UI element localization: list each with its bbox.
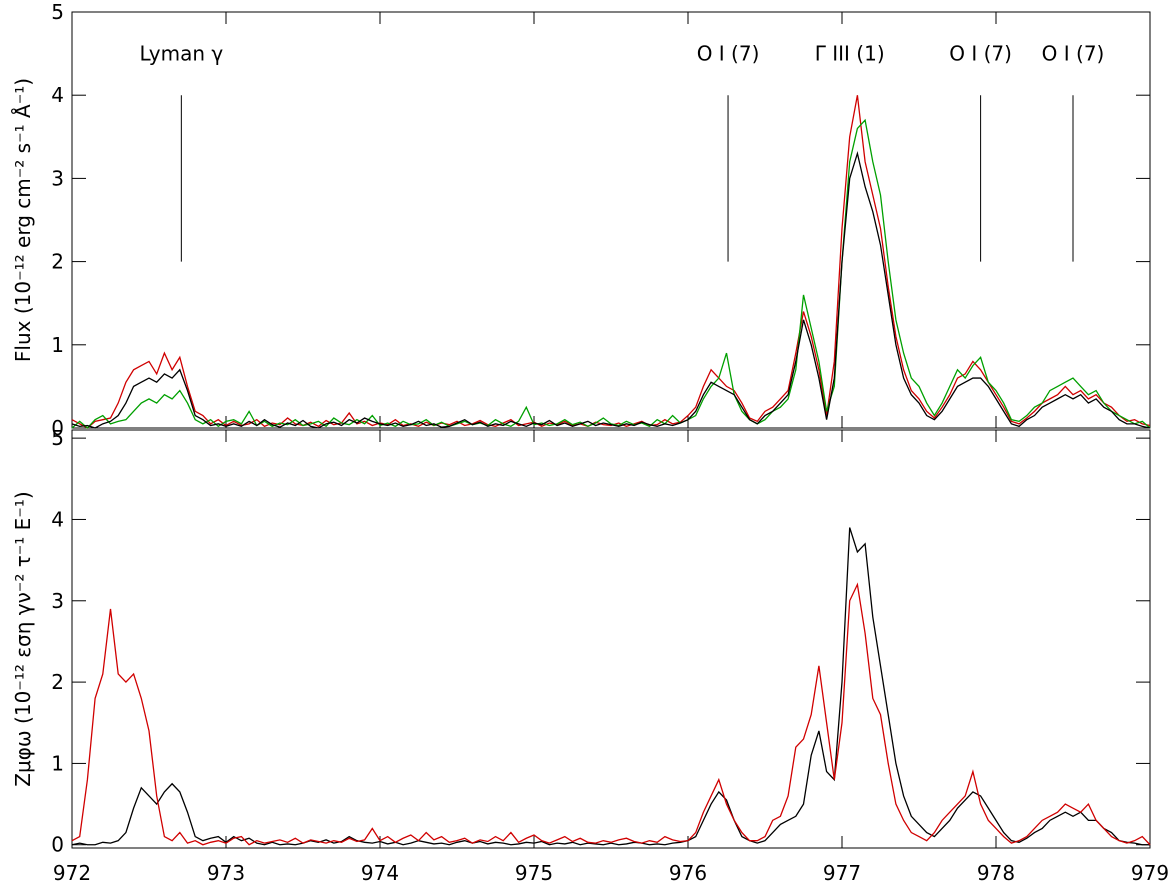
y-tick-label: 1 (51, 751, 64, 775)
annotation: Lyman γ (139, 42, 223, 66)
y-tick-label: 2 (51, 670, 64, 694)
x-tick-label: 972 (53, 861, 91, 885)
y-tick-label: 3 (51, 166, 64, 190)
x-tick-label: 977 (823, 861, 861, 885)
y-tick-label: 1 (51, 333, 64, 357)
x-tick-label: 979 (1131, 861, 1168, 885)
y-tick-label: 4 (51, 83, 64, 107)
spectrum-line (71, 527, 1150, 846)
y-axis-label: Zμφω (10⁻¹² εση γν⁻² τ⁻¹ Ε⁻¹) (11, 491, 35, 786)
y-tick-label: 2 (51, 250, 64, 274)
annotation: Γ III (1) (815, 42, 885, 66)
spectrum-line (71, 582, 1151, 846)
y-tick-label: 0 (51, 833, 64, 857)
spectrum-line (71, 95, 1151, 429)
x-tick-label: 975 (515, 861, 553, 885)
annotation: O I (7) (949, 42, 1012, 66)
y-tick-label: 3 (51, 589, 64, 613)
x-tick-label: 974 (361, 861, 399, 885)
plot-frame (71, 11, 1151, 429)
annotation: O I (7) (697, 42, 760, 66)
y-tick-label: 5 (51, 0, 64, 24)
x-tick-label: 973 (207, 861, 245, 885)
spectrum-line (71, 150, 1151, 429)
y-tick-label: 4 (51, 507, 64, 531)
y-tick-label: 0 (51, 416, 64, 440)
x-tick-label: 976 (669, 861, 707, 885)
y-axis-label: Flux (10⁻¹² erg cm⁻² s⁻¹ Å⁻¹) (11, 78, 35, 362)
spectrum-line (71, 118, 1151, 429)
y-tick-label: 5 (51, 426, 64, 450)
x-tick-label: 978 (977, 861, 1015, 885)
plot-frame (71, 429, 1151, 849)
annotation: O I (7) (1042, 42, 1105, 66)
